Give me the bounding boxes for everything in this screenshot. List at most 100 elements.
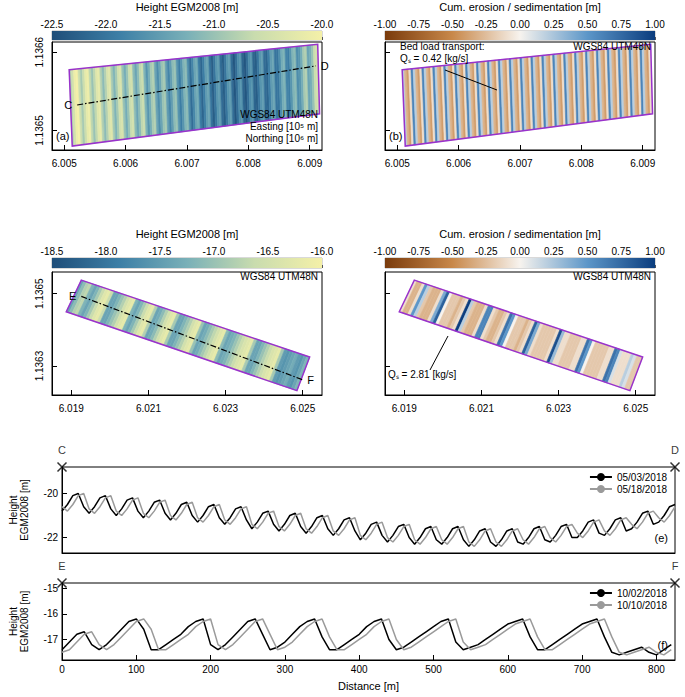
svg-text:6.008: 6.008: [236, 158, 261, 169]
svg-text:1.1363: 1.1363: [34, 350, 45, 381]
svg-text:-16: -16: [44, 608, 59, 619]
svg-text:1.00: 1.00: [645, 19, 665, 30]
svg-text:6.007: 6.007: [174, 158, 199, 169]
svg-text:600: 600: [499, 664, 516, 675]
svg-text:0.25: 0.25: [544, 246, 564, 257]
svg-text:Height EGM2008 [m]: Height EGM2008 [m]: [136, 1, 239, 13]
svg-text:-20.0: -20.0: [311, 19, 334, 30]
svg-text:-0.50: -0.50: [441, 19, 464, 30]
svg-text:(f): (f): [658, 639, 668, 651]
svg-text:E: E: [58, 560, 65, 572]
svg-text:-17: -17: [44, 634, 59, 645]
svg-text:Height: Height: [8, 495, 19, 524]
svg-text:100: 100: [128, 664, 145, 675]
svg-text:WGS84 UTM48N: WGS84 UTM48N: [240, 109, 318, 120]
svg-text:400: 400: [351, 664, 368, 675]
svg-text:C: C: [64, 99, 72, 111]
svg-text:-16.5: -16.5: [257, 246, 280, 257]
svg-text:6.008: 6.008: [569, 158, 594, 169]
svg-text:EGM2008 [m]: EGM2008 [m]: [19, 479, 30, 541]
svg-text:WGS84 UTM48N: WGS84 UTM48N: [573, 271, 651, 282]
svg-text:0.25: 0.25: [544, 19, 564, 30]
svg-text:6.019: 6.019: [392, 403, 417, 414]
svg-text:-0.25: -0.25: [475, 246, 498, 257]
svg-text:6.006: 6.006: [113, 158, 138, 169]
svg-text:0.75: 0.75: [612, 246, 632, 257]
svg-text:-0.25: -0.25: [475, 19, 498, 30]
svg-text:Distance [m]: Distance [m]: [338, 680, 399, 692]
svg-text:-17.5: -17.5: [149, 246, 172, 257]
svg-text:6.023: 6.023: [213, 403, 238, 414]
svg-text:WGS84 UTM48N: WGS84 UTM48N: [573, 41, 651, 52]
svg-text:-20: -20: [44, 488, 59, 499]
svg-text:F: F: [672, 560, 679, 572]
svg-text:-18.0: -18.0: [95, 246, 118, 257]
svg-text:6.021: 6.021: [136, 403, 161, 414]
svg-text:0.00: 0.00: [510, 19, 530, 30]
svg-text:Qₛ = 2.81 [kg/s]: Qₛ = 2.81 [kg/s]: [388, 369, 457, 380]
svg-text:0: 0: [59, 664, 65, 675]
svg-text:Height EGM2008 [m]: Height EGM2008 [m]: [136, 228, 239, 240]
svg-text:-0.50: -0.50: [441, 246, 464, 257]
svg-text:1.1366: 1.1366: [34, 36, 45, 67]
svg-text:-18.5: -18.5: [41, 246, 64, 257]
svg-text:-22: -22: [44, 532, 59, 543]
svg-text:800: 800: [648, 664, 665, 675]
svg-text:6.005: 6.005: [52, 158, 77, 169]
svg-text:(b): (b): [389, 130, 402, 142]
svg-text:(a): (a): [56, 130, 69, 142]
svg-text:200: 200: [202, 664, 219, 675]
svg-text:0.00: 0.00: [510, 246, 530, 257]
svg-text:EGM2008 [m]: EGM2008 [m]: [19, 590, 30, 652]
svg-text:Height: Height: [8, 607, 19, 636]
svg-text:-0.75: -0.75: [407, 19, 430, 30]
svg-text:Easting [10⁵ m]: Easting [10⁵ m]: [250, 121, 318, 132]
svg-text:C: C: [58, 444, 66, 456]
svg-text:-21.0: -21.0: [203, 19, 226, 30]
svg-text:-17.0: -17.0: [203, 246, 226, 257]
svg-text:Qₛ = 0.42 [kg/s]: Qₛ = 0.42 [kg/s]: [400, 53, 469, 64]
svg-text:05/18/2018: 05/18/2018: [617, 484, 667, 495]
svg-text:Bed load transport:: Bed load transport:: [400, 41, 485, 52]
svg-text:-16.0: -16.0: [311, 246, 334, 257]
svg-text:-22.5: -22.5: [41, 19, 64, 30]
svg-text:F: F: [307, 374, 314, 386]
svg-text:6.006: 6.006: [446, 158, 471, 169]
svg-text:-15: -15: [44, 583, 59, 594]
svg-text:-22.0: -22.0: [95, 19, 118, 30]
svg-text:6.021: 6.021: [469, 403, 494, 414]
svg-text:05/03/2018: 05/03/2018: [617, 472, 667, 483]
svg-text:300: 300: [277, 664, 294, 675]
svg-text:1.1365: 1.1365: [34, 278, 45, 309]
svg-text:500: 500: [425, 664, 442, 675]
svg-text:-20.5: -20.5: [257, 19, 280, 30]
svg-text:6.019: 6.019: [59, 403, 84, 414]
svg-text:0.50: 0.50: [578, 19, 598, 30]
svg-text:Northing [10⁶ m]: Northing [10⁶ m]: [246, 133, 319, 144]
svg-text:0.75: 0.75: [612, 19, 632, 30]
svg-text:-0.75: -0.75: [407, 246, 430, 257]
svg-text:(e): (e): [655, 532, 668, 544]
svg-text:0.50: 0.50: [578, 246, 598, 257]
svg-text:700: 700: [574, 664, 591, 675]
svg-text:6.007: 6.007: [507, 158, 532, 169]
svg-text:-21.5: -21.5: [149, 19, 172, 30]
svg-text:E: E: [69, 290, 76, 302]
svg-text:6.025: 6.025: [623, 403, 648, 414]
svg-text:1.1365: 1.1365: [34, 115, 45, 146]
svg-text:6.009: 6.009: [630, 158, 655, 169]
svg-text:D: D: [671, 444, 679, 456]
svg-text:Cum. erosion / sedimentation [: Cum. erosion / sedimentation [m]: [439, 1, 600, 13]
svg-text:-1.00: -1.00: [374, 246, 397, 257]
svg-text:-1.00: -1.00: [374, 19, 397, 30]
svg-text:6.009: 6.009: [297, 158, 322, 169]
svg-text:6.005: 6.005: [385, 158, 410, 169]
svg-text:1.00: 1.00: [645, 246, 665, 257]
svg-text:10/10/2018: 10/10/2018: [617, 600, 667, 611]
svg-text:10/02/2018: 10/02/2018: [617, 588, 667, 599]
svg-text:Cum. erosion / sedimentation [: Cum. erosion / sedimentation [m]: [439, 228, 600, 240]
svg-text:6.025: 6.025: [290, 403, 315, 414]
svg-text:WGS84 UTM48N: WGS84 UTM48N: [240, 271, 318, 282]
svg-text:D: D: [321, 60, 329, 72]
svg-text:6.023: 6.023: [546, 403, 571, 414]
